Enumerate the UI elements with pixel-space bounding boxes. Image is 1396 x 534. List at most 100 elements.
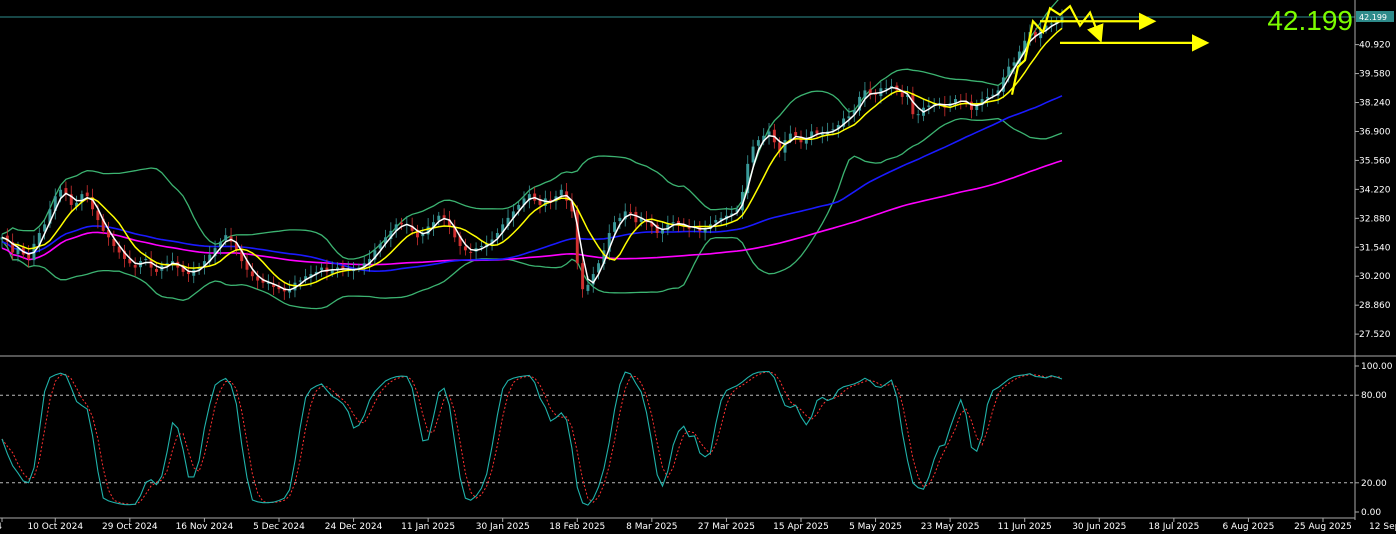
candle-body bbox=[437, 215, 441, 221]
candle-body bbox=[740, 191, 744, 211]
candle-body bbox=[618, 217, 622, 222]
current-price-label: 42.199 bbox=[1267, 5, 1353, 36]
candle-body bbox=[165, 263, 169, 265]
time-tick-label: 18 Feb 2025 bbox=[549, 522, 605, 532]
candle-body bbox=[661, 228, 664, 234]
candle-body bbox=[80, 194, 84, 203]
candle-body bbox=[266, 282, 270, 284]
price-tick-label: 31.540 bbox=[1359, 243, 1391, 253]
candle-body bbox=[155, 269, 158, 272]
time-tick-label: 16 Nov 2024 bbox=[176, 522, 234, 532]
candle-body bbox=[847, 116, 851, 119]
candle-body bbox=[410, 225, 414, 231]
candle-body bbox=[330, 269, 334, 274]
price-tick-label: 36.900 bbox=[1359, 127, 1391, 137]
candle-body bbox=[261, 278, 265, 283]
candle-body bbox=[384, 237, 387, 244]
candle-body bbox=[788, 133, 792, 140]
candle-body bbox=[677, 220, 680, 225]
candle-body bbox=[900, 92, 904, 97]
candle-body bbox=[64, 188, 68, 195]
candle-body bbox=[666, 224, 670, 231]
candle-body bbox=[304, 276, 308, 280]
candle-body bbox=[144, 258, 148, 260]
candle-body bbox=[538, 199, 542, 205]
candle-body bbox=[751, 146, 755, 163]
candle-body bbox=[288, 289, 292, 293]
candle-body bbox=[517, 204, 521, 210]
candle-body bbox=[613, 222, 617, 232]
candle-body bbox=[975, 103, 979, 111]
candle-body bbox=[1049, 23, 1053, 25]
candle-body bbox=[234, 242, 238, 251]
price-tick-label: 27.520 bbox=[1359, 330, 1391, 340]
candle-body bbox=[442, 215, 446, 218]
candle-body bbox=[123, 250, 126, 259]
candle-body bbox=[277, 286, 281, 290]
candle-body bbox=[197, 267, 201, 270]
stoch-tick-label: 100.00 bbox=[1361, 362, 1393, 372]
candle-body bbox=[570, 201, 574, 212]
candle-body bbox=[0, 237, 4, 240]
candle-body bbox=[320, 267, 324, 271]
bollinger-upper-band bbox=[1, 0, 1059, 260]
candle-body bbox=[980, 99, 984, 106]
candle-body bbox=[218, 241, 222, 248]
stochastic-panel bbox=[0, 370, 1355, 506]
candle-body bbox=[629, 212, 633, 214]
price-tick-label: 40.920 bbox=[1359, 41, 1391, 51]
candle-body bbox=[208, 254, 212, 262]
candle-body bbox=[309, 274, 313, 278]
candle-body bbox=[5, 235, 9, 242]
candle-body bbox=[389, 230, 393, 240]
candle-body bbox=[11, 242, 15, 253]
candle-body bbox=[954, 99, 957, 103]
candle-body bbox=[591, 274, 595, 285]
candle-body bbox=[1012, 62, 1016, 66]
time-tick-label: 12 Sep 2025 bbox=[1369, 522, 1396, 532]
candle-body bbox=[906, 94, 909, 97]
ma-blue-line bbox=[1, 95, 1063, 273]
time-tick-label: 27 Mar 2025 bbox=[698, 522, 755, 532]
time-tick-label: 11 Jun 2025 bbox=[998, 522, 1052, 532]
candle-body bbox=[421, 233, 425, 237]
price-tick-label: 28.860 bbox=[1359, 301, 1391, 311]
candle-body bbox=[1017, 51, 1021, 64]
candle-body bbox=[149, 259, 153, 268]
candle-body bbox=[522, 198, 526, 206]
candle-body bbox=[91, 197, 95, 210]
candle-body bbox=[48, 209, 52, 224]
candle-body bbox=[575, 209, 579, 264]
candle-body bbox=[128, 258, 132, 264]
candle-body bbox=[581, 263, 585, 290]
candle-body bbox=[453, 226, 457, 238]
candle-body bbox=[85, 192, 89, 197]
candle-body bbox=[639, 217, 643, 222]
candle-body bbox=[250, 271, 254, 277]
candle-body bbox=[783, 140, 787, 153]
candle-body bbox=[192, 269, 196, 276]
candle-body bbox=[117, 246, 121, 253]
candle-body bbox=[16, 248, 20, 255]
time-tick-label: 5 May 2025 bbox=[849, 522, 902, 532]
time-tick-label: 24 bbox=[0, 522, 2, 532]
candle-body bbox=[336, 267, 340, 270]
candle-body bbox=[293, 282, 297, 291]
price-tag bbox=[1356, 10, 1394, 22]
price-panel bbox=[0, 0, 1355, 310]
candle-body bbox=[1044, 25, 1048, 30]
candle-body bbox=[458, 235, 462, 246]
stoch-tick-label: 80.00 bbox=[1361, 391, 1387, 401]
candle-body bbox=[357, 267, 361, 269]
candle-body bbox=[75, 202, 79, 207]
candle-body bbox=[687, 227, 691, 229]
candle-body bbox=[868, 89, 872, 95]
candle-body bbox=[874, 93, 878, 95]
candle-body bbox=[852, 109, 856, 115]
candle-body bbox=[501, 224, 505, 233]
candle-body bbox=[623, 211, 627, 220]
time-tick-label: 25 Aug 2025 bbox=[1294, 522, 1352, 532]
